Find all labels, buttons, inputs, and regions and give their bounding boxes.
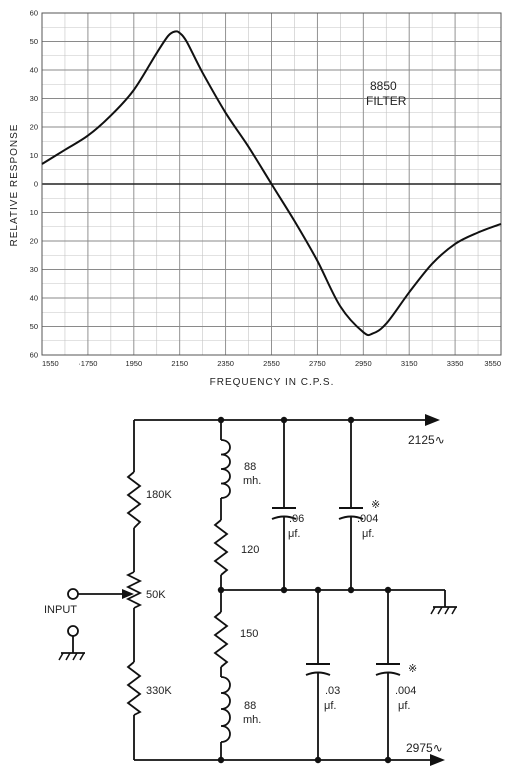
annotation-filter: FILTER — [366, 94, 407, 108]
label-c004-bottom-unit: μf. — [398, 700, 410, 712]
label-c004-top-unit: μf. — [362, 528, 374, 540]
potentiometer-wiper-arrow — [122, 589, 134, 599]
x-tick-label: 2750 — [309, 359, 326, 368]
resistor-180k — [126, 471, 142, 529]
label-c03-value: .03 — [325, 685, 340, 697]
capacitor-03 — [305, 663, 331, 676]
marker-c004-top: ※ — [371, 499, 380, 511]
resistor-150 — [213, 611, 229, 668]
capacitor-004-top — [338, 507, 364, 520]
junction-dots — [217, 416, 392, 764]
label-c004-top-value: .004 — [357, 513, 378, 525]
label-l-bottom-unit: mh. — [243, 714, 261, 726]
potentiometer-50k — [125, 571, 143, 609]
x-tick-label: 2150 — [171, 359, 188, 368]
capacitor-004-bottom — [375, 663, 401, 676]
label-150: 150 — [240, 628, 258, 640]
y-tick-label: 10 — [30, 208, 38, 217]
bottom-output-arrow — [430, 754, 445, 766]
resistor-330k — [126, 661, 142, 716]
input-label: INPUT — [44, 604, 77, 616]
label-l-top-value: 88 — [244, 461, 256, 473]
y-tick-label: 60 — [30, 9, 38, 18]
top-output-arrow — [425, 414, 440, 426]
output-bottom-label: 2975∿ — [406, 741, 443, 755]
filter-schematic: 2125∿ 2975∿ INPUT 180K 50K 330K 88 mh. 1… — [44, 414, 457, 766]
x-tick-label: 2550 — [263, 359, 280, 368]
marker-c004-bottom: ※ — [408, 663, 417, 675]
x-tick-label: 3550 — [484, 359, 501, 368]
inductor-top — [220, 439, 231, 499]
x-tick-label: 1550 — [42, 359, 59, 368]
x-tick-label: 3150 — [401, 359, 418, 368]
cap-branch-wires — [283, 420, 389, 760]
label-c06-unit: μf. — [288, 528, 300, 540]
label-120: 120 — [241, 544, 259, 556]
capacitor-06 — [271, 507, 297, 520]
label-l-bottom-value: 88 — [244, 700, 256, 712]
annotation-model: 8850 — [370, 79, 397, 93]
y-tick-label: 50 — [30, 322, 38, 331]
y-axis-label: RELATIVE RESPONSE — [9, 124, 20, 247]
label-50k: 50K — [146, 589, 166, 601]
y-tick-label: 30 — [30, 94, 38, 103]
mid-ground-icon — [388, 589, 457, 615]
response-curve — [41, 30, 502, 337]
y-tick-label: 10 — [30, 151, 38, 160]
x-tick-label: 2350 — [217, 359, 234, 368]
input-ground-icon — [58, 652, 85, 661]
resistor-120 — [213, 519, 229, 576]
label-c004-bottom-value: .004 — [395, 685, 416, 697]
label-c06-value: .06 — [289, 513, 304, 525]
y-tick-label: 40 — [30, 66, 38, 75]
plot-frame — [41, 12, 502, 356]
label-l-top-unit: mh. — [243, 475, 261, 487]
label-180k: 180K — [146, 489, 172, 501]
y-tick-label: 60 — [30, 351, 38, 360]
x-axis-label: FREQUENCY IN C.P.S. — [210, 377, 335, 388]
response-chart: 1550 ·1750 1950 2150 2350 2550 2750 2950 3150 335… — [9, 9, 502, 388]
y-tick-label: 0 — [34, 180, 38, 189]
y-tick-labels: 60 50 40 30 20 10 0 10 20 30 40 50 60 — [30, 9, 38, 360]
y-tick-label: 50 — [30, 37, 38, 46]
y-tick-label: 20 — [30, 237, 38, 246]
input-terminal — [67, 588, 122, 653]
label-c03-unit: μf. — [324, 700, 336, 712]
x-tick-label: ·1750 — [78, 359, 97, 368]
inductor-bottom — [220, 676, 231, 743]
x-tick-label: 1950 — [125, 359, 142, 368]
chart-grid — [41, 12, 502, 356]
y-tick-label: 20 — [30, 123, 38, 132]
x-tick-labels: 1550 ·1750 1950 2150 2350 2550 2750 2950 3150 335… — [42, 359, 501, 368]
y-tick-label: 40 — [30, 294, 38, 303]
y-tick-label: 30 — [30, 265, 38, 274]
x-tick-label: 2950 — [355, 359, 372, 368]
x-tick-label: 3350 — [447, 359, 464, 368]
label-330k: 330K — [146, 685, 172, 697]
output-top-label: 2125∿ — [408, 433, 445, 447]
